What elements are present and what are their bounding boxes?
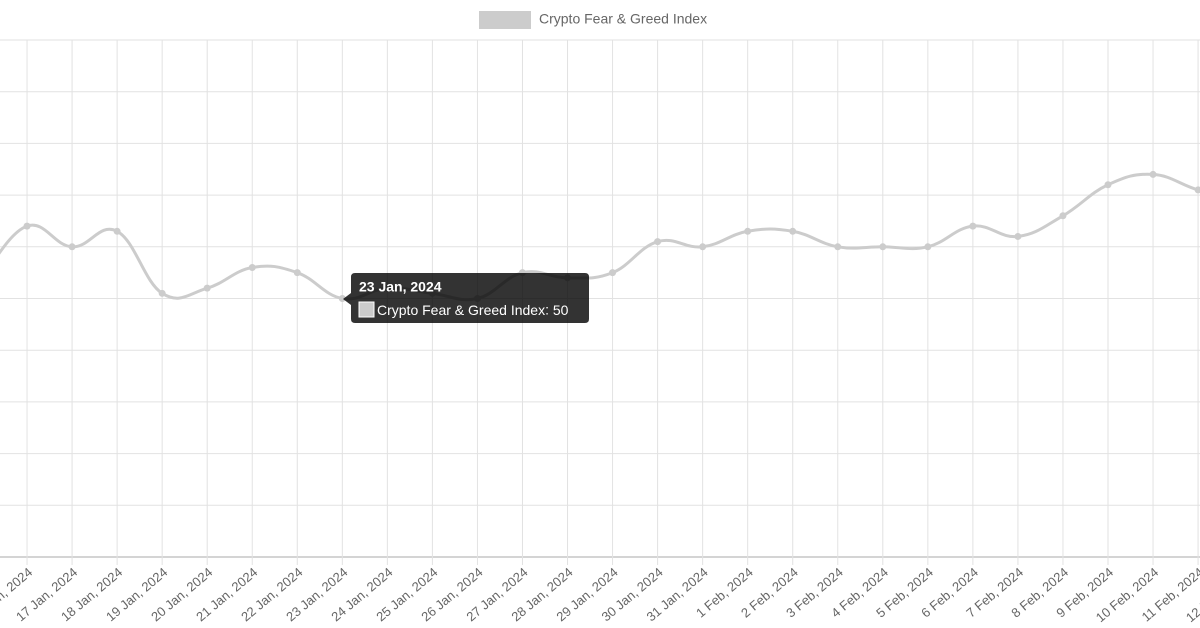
point xyxy=(1149,170,1157,178)
point xyxy=(1194,186,1200,194)
tooltip-body: Crypto Fear & Greed Index: 50 xyxy=(377,302,569,318)
point xyxy=(879,243,887,251)
point xyxy=(338,295,346,302)
point xyxy=(654,238,662,246)
grid xyxy=(0,39,1200,565)
point xyxy=(68,243,76,251)
point xyxy=(699,243,707,251)
tooltip-swatch xyxy=(358,301,375,318)
legend-label[interactable]: Crypto Fear & Greed Index xyxy=(539,11,707,27)
line xyxy=(0,172,1200,302)
point xyxy=(1014,232,1022,240)
point xyxy=(158,289,166,297)
plot xyxy=(0,170,1200,302)
point xyxy=(1059,212,1067,220)
point xyxy=(834,243,842,251)
point xyxy=(248,263,256,271)
point xyxy=(924,243,932,251)
point xyxy=(744,227,752,235)
point xyxy=(293,269,301,277)
tooltip-series: Crypto Fear & Greed Index xyxy=(377,302,545,318)
legend-swatch[interactable] xyxy=(479,11,531,29)
point xyxy=(203,284,211,292)
point xyxy=(609,269,617,277)
tooltip-value: 50 xyxy=(553,302,569,318)
tooltip: 23 Jan, 2024 Crypto Fear & Greed Index: … xyxy=(343,273,589,323)
point xyxy=(113,227,121,235)
tooltip-box xyxy=(343,273,589,323)
point xyxy=(969,222,977,230)
point xyxy=(1104,181,1112,189)
point xyxy=(789,227,797,235)
tooltip-title: 23 Jan, 2024 xyxy=(359,279,442,295)
point xyxy=(23,222,31,230)
